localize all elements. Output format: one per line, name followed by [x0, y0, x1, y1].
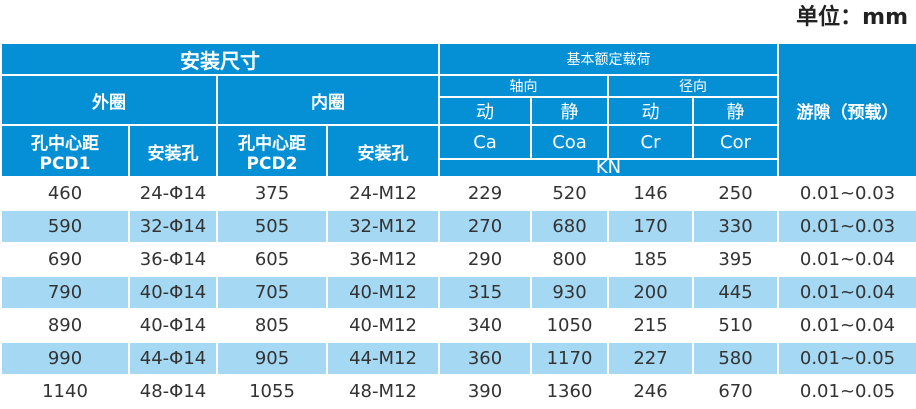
inner-mount-hole-cell: 44-M12: [326, 341, 440, 376]
table-row: 1140 48-Φ14 1055 48-M12 390 1360 246 670 0.01~0.…: [0, 374, 916, 409]
pcd1-cell: 990: [0, 341, 130, 376]
clearance-cell: 0.01~0.04: [777, 242, 916, 277]
bearing-spec-table: 安装尺寸 基本额定载荷 游隙（预载） 外圈 内圈 轴向 径向 动 静 动 静 孔…: [0, 42, 916, 409]
pcd2-cell: 805: [216, 308, 328, 343]
table-row: 590 32-Φ14 505 32-M12 270 680 170 330 0.01~0.03: [0, 209, 916, 244]
pcd1-label: 孔中心距: [31, 133, 99, 154]
table-row: 990 44-Φ14 905 44-M12 360 1170 227 580 0.01~0.05: [0, 341, 916, 376]
table-row: 460 24-Φ14 375 24-M12 229 520 146 250 0.01~0.03: [0, 176, 916, 211]
coa-cell: 800: [530, 242, 609, 277]
pcd1-cell: 690: [0, 242, 130, 277]
ca-header: Ca: [438, 124, 532, 160]
outer-mount-hole-cell: 48-Φ14: [128, 374, 218, 409]
cor-cell: 330: [692, 209, 779, 244]
outer-mount-hole-cell: 24-Φ14: [128, 176, 218, 211]
clearance-cell: 0.01~0.04: [777, 308, 916, 343]
clearance-header: 游隙（预载）: [777, 42, 916, 178]
pcd2-cell: 375: [216, 176, 328, 211]
ca-cell: 390: [438, 374, 532, 409]
inner-ring-header: 内圈: [216, 74, 440, 126]
pcd2-cell: 1055: [216, 374, 328, 409]
ca-cell: 340: [438, 308, 532, 343]
axial-static-header: 静: [530, 96, 609, 126]
cor-cell: 510: [692, 308, 779, 343]
basic-load-header: 基本额定载荷: [438, 42, 779, 76]
table-row: 790 40-Φ14 705 40-M12 315 930 200 445 0.01~0.04: [0, 275, 916, 310]
cr-cell: 185: [607, 242, 694, 277]
outer-mount-hole-cell: 36-Φ14: [128, 242, 218, 277]
outer-mount-hole-cell: 32-Φ14: [128, 209, 218, 244]
coa-cell: 1170: [530, 341, 609, 376]
radial-static-header: 静: [692, 96, 779, 126]
inner-mount-hole-cell: 40-M12: [326, 308, 440, 343]
ca-cell: 315: [438, 275, 532, 310]
cr-cell: 200: [607, 275, 694, 310]
ca-cell: 270: [438, 209, 532, 244]
pcd2-cell: 705: [216, 275, 328, 310]
table-row: 690 36-Φ14 605 36-M12 290 800 185 395 0.01~0.04: [0, 242, 916, 277]
outer-mount-hole-cell: 44-Φ14: [128, 341, 218, 376]
inner-mount-hole-cell: 32-M12: [326, 209, 440, 244]
cor-header: Cor: [692, 124, 779, 160]
coa-cell: 520: [530, 176, 609, 211]
cor-cell: 395: [692, 242, 779, 277]
pcd1-header: 孔中心距 PCD1: [0, 124, 130, 178]
pcd2-label: 孔中心距: [238, 133, 306, 154]
clearance-cell: 0.01~0.05: [777, 374, 916, 409]
cr-header: Cr: [607, 124, 694, 160]
kn-unit-header: KN: [438, 158, 779, 178]
clearance-cell: 0.01~0.03: [777, 176, 916, 211]
pcd1-code: PCD1: [39, 153, 91, 174]
unit-label: 单位：mm: [796, 5, 908, 30]
inner-mount-hole-cell: 36-M12: [326, 242, 440, 277]
coa-cell: 680: [530, 209, 609, 244]
outer-mount-hole-header: 安装孔: [128, 124, 218, 178]
cor-cell: 580: [692, 341, 779, 376]
cr-cell: 246: [607, 374, 694, 409]
inner-mount-hole-cell: 24-M12: [326, 176, 440, 211]
coa-cell: 1050: [530, 308, 609, 343]
coa-header: Coa: [530, 124, 609, 160]
clearance-cell: 0.01~0.05: [777, 341, 916, 376]
cr-cell: 146: [607, 176, 694, 211]
table-row: 890 40-Φ14 805 40-M12 340 1050 215 510 0.01~0.04: [0, 308, 916, 343]
outer-ring-header: 外圈: [0, 74, 218, 126]
pcd2-cell: 905: [216, 341, 328, 376]
cor-cell: 670: [692, 374, 779, 409]
pcd1-cell: 1140: [0, 374, 130, 409]
outer-mount-hole-cell: 40-Φ14: [128, 308, 218, 343]
axial-dynamic-header: 动: [438, 96, 532, 126]
install-dims-header: 安装尺寸: [0, 42, 440, 76]
inner-mount-hole-cell: 48-M12: [326, 374, 440, 409]
pcd2-code: PCD2: [246, 153, 298, 174]
inner-mount-hole-cell: 40-M12: [326, 275, 440, 310]
cr-cell: 215: [607, 308, 694, 343]
clearance-cell: 0.01~0.03: [777, 209, 916, 244]
cor-cell: 445: [692, 275, 779, 310]
outer-mount-hole-cell: 40-Φ14: [128, 275, 218, 310]
pcd1-cell: 890: [0, 308, 130, 343]
pcd1-cell: 590: [0, 209, 130, 244]
coa-cell: 1360: [530, 374, 609, 409]
coa-cell: 930: [530, 275, 609, 310]
pcd2-header: 孔中心距 PCD2: [216, 124, 328, 178]
cr-cell: 227: [607, 341, 694, 376]
inner-mount-hole-header: 安装孔: [326, 124, 440, 178]
ca-cell: 229: [438, 176, 532, 211]
cor-cell: 250: [692, 176, 779, 211]
cr-cell: 170: [607, 209, 694, 244]
ca-cell: 360: [438, 341, 532, 376]
ca-cell: 290: [438, 242, 532, 277]
pcd1-cell: 790: [0, 275, 130, 310]
pcd2-cell: 605: [216, 242, 328, 277]
radial-header: 径向: [607, 74, 779, 98]
clearance-cell: 0.01~0.04: [777, 275, 916, 310]
radial-dynamic-header: 动: [607, 96, 694, 126]
pcd1-cell: 460: [0, 176, 130, 211]
pcd2-cell: 505: [216, 209, 328, 244]
axial-header: 轴向: [438, 74, 609, 98]
